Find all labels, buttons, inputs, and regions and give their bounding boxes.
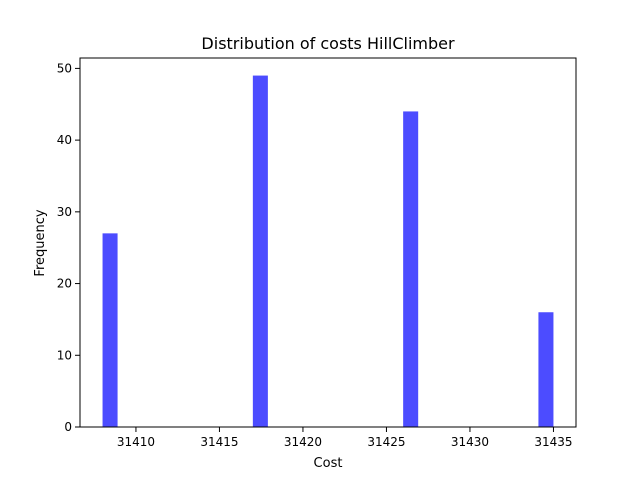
histogram-bar-4: [538, 312, 554, 427]
y-tick-label: 0: [64, 420, 72, 434]
x-tick-label: 31420: [284, 435, 322, 449]
x-axis-label: Cost: [314, 456, 343, 471]
x-axis-ticks: 31410 31415 31420 31425 31430 31435: [117, 427, 573, 449]
y-tick-label: 40: [57, 133, 72, 147]
y-axis-label: Frequency: [33, 209, 48, 276]
y-tick-label: 20: [57, 277, 72, 291]
y-tick-label: 30: [57, 205, 72, 219]
histogram-bar-2: [252, 75, 268, 428]
y-tick-label: 50: [57, 61, 72, 75]
x-tick-label: 31410: [117, 435, 155, 449]
bars-group: [102, 75, 554, 428]
y-axis-ticks: 0 10 20 30 40 50: [57, 61, 80, 434]
histogram-bar-1: [102, 233, 118, 427]
x-tick-label: 31435: [534, 435, 572, 449]
histogram-bar-3: [403, 111, 419, 427]
chart-title: Distribution of costs HillClimber: [201, 34, 455, 53]
x-tick-label: 31415: [200, 435, 238, 449]
y-tick-label: 10: [57, 348, 72, 362]
plot-frame: [79, 57, 577, 428]
x-tick-label: 31425: [367, 435, 405, 449]
x-tick-label: 31430: [451, 435, 489, 449]
